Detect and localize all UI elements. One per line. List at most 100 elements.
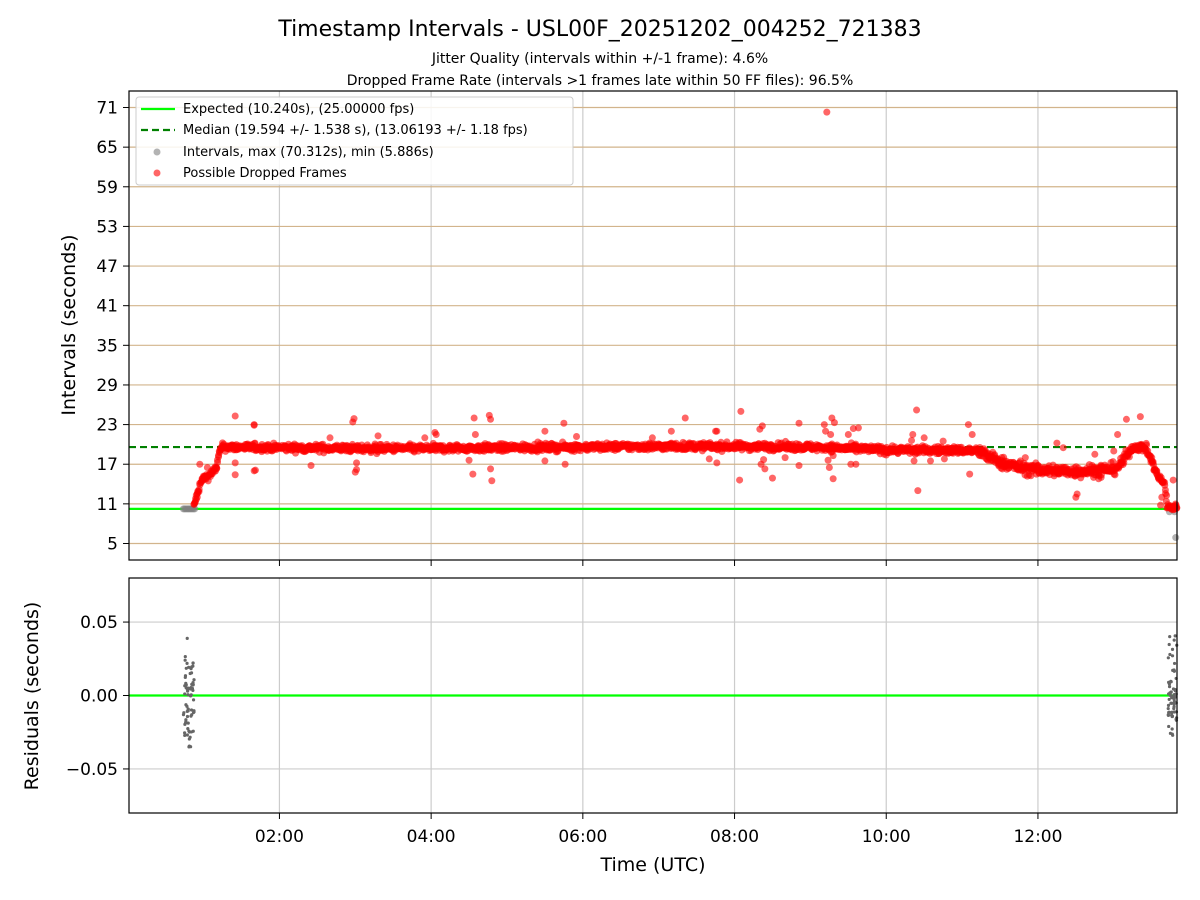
residual-point [184,683,188,687]
x-axis-label: Time (UTC) [599,854,705,876]
residual-point [191,661,195,665]
dropped-frame-point [1158,493,1166,501]
residual-point [184,703,188,707]
intervals-grid [129,91,1177,560]
dropped-frame-point [1138,440,1146,448]
chart-subtitle-jitter: Jitter Quality (intervals within +/-1 fr… [431,51,768,67]
dropped-frame-point [825,464,833,472]
dropped-frame-point [681,414,689,422]
dropped-frame-point [203,464,211,472]
intervals-y-tick-label: 5 [107,534,118,554]
dropped-frame-point [196,460,204,468]
residual-point [185,636,189,640]
dropped-frame-point [736,476,744,484]
dropped-frame-point [1040,464,1048,472]
residual-point [192,678,196,682]
residual-point [1170,714,1174,719]
dropped-frame-point [469,470,477,478]
dropped-frame-point [910,457,918,465]
dropped-frame-point [713,459,721,467]
intervals-y-tick-label: 71 [96,99,118,119]
dropped-frame-point [940,455,948,463]
legend-dropped-swatch [153,169,161,177]
residual-point [1171,733,1175,737]
interval-point [1172,534,1180,542]
residual-point [190,713,194,717]
residual-point [183,675,187,680]
intervals-y-tick-label: 35 [96,336,118,356]
residual-point [1170,695,1175,700]
legend-dropped-label: Possible Dropped Frames [183,166,347,181]
dropped-frame-point [829,475,837,483]
dropped-frame-point [373,450,381,458]
residual-point [185,714,190,719]
residual-point [187,737,191,741]
dropped-frame-point [560,419,568,427]
residual-point [1172,638,1176,642]
dropped-frame-point [1125,453,1133,461]
dropped-frame-point [795,462,803,470]
residual-point [1166,713,1170,717]
dropped-frame-point [667,439,675,447]
intervals-y-tick-label: 29 [96,376,118,396]
dropped-frame-point [1122,415,1130,423]
residual-point [1173,689,1177,693]
dropped-frame-point [471,430,479,438]
dropped-frame-point [231,471,239,479]
intervals-y-tick-label: 47 [96,257,118,277]
residual-point [186,721,190,725]
dropped-frame-point [911,450,919,458]
dropped-frame-point [1097,473,1105,481]
legend-intervals-swatch [153,148,161,156]
legend-box [135,96,574,186]
intervals-y-tick-label: 11 [96,495,118,515]
dropped-frame-point [966,470,974,478]
residual-point [1172,702,1176,706]
dropped-frame-point [824,456,832,464]
dropped-frame-point [939,437,947,445]
residual-point [1172,661,1177,666]
residual-point [1166,656,1170,660]
dropped-frame-point [852,460,860,468]
residual-point [1173,634,1177,638]
dropped-frame-point [1136,413,1144,421]
intervals-y-axis-label: Intervals (seconds) [58,234,80,415]
dropped-frame-point [768,474,776,482]
residuals-y-tick-label: 0.05 [80,613,118,633]
residual-point [185,661,189,666]
residual-point [1170,727,1174,731]
residual-point [183,733,187,738]
residual-point [1166,703,1171,707]
residual-point [191,698,196,702]
dropped-frame-point [617,440,625,448]
dropped-frame-point [353,466,361,474]
intervals-axes-frame [128,90,1178,561]
dropped-frame-point [1157,501,1165,509]
dropped-frame-point [968,430,976,438]
dropped-frame-point [573,432,581,440]
dropped-frame-point [844,430,852,438]
dropped-frame-point [1021,454,1029,462]
dropped-frame-point [913,406,921,414]
residual-point [1167,724,1171,729]
residual-point [1169,690,1173,694]
dropped-frame-point [1059,444,1067,452]
residual-point [191,664,195,668]
legend-intervals-label: Intervals, max (70.312s), min (5.886s) [183,145,434,160]
dropped-frame-point [882,451,890,459]
dropped-frame-point [487,415,495,423]
intervals-reference-lines [129,445,1177,510]
dropped-frame-point [1053,439,1061,447]
dropped-frame-point [231,412,239,420]
dropped-frame-point [421,434,429,442]
dropped-frame-point [713,427,721,435]
dropped-frame-point [908,436,916,444]
residuals-y-tick-label: −0.05 [66,760,118,780]
dropped-frame-point [250,421,258,429]
residual-point [189,708,194,712]
dropped-frame-point [432,430,440,438]
intervals-panel: 5 11 17 23 29 35 41 47 53 59 65 71 Intervals (secon… [58,90,1181,566]
dropped-frame-point [847,460,855,468]
dropped-frame-point [795,419,803,427]
